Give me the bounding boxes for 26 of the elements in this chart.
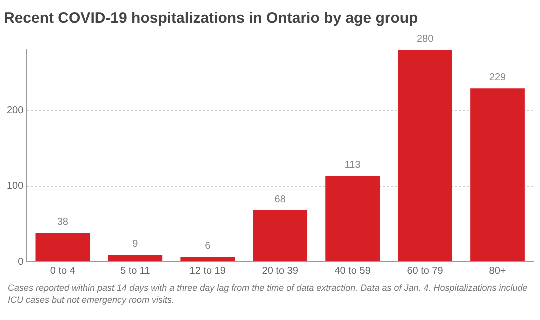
x-tick-label: 20 to 39 [262, 266, 299, 277]
x-tick-label: 5 to 11 [120, 266, 151, 277]
x-tick-label: 12 to 19 [190, 266, 226, 277]
y-tick-label: 100 [6, 181, 24, 192]
x-tick-label: 60 to 79 [407, 266, 444, 277]
x-tick-label: 80+ [489, 266, 506, 277]
data-label: 38 [57, 216, 69, 228]
data-label: 113 [344, 160, 362, 172]
text: Cases reported within past 14 days with a three day lag from the time of data extraction. Data as of Jan. 4. Hospitalizations include ICU cases but not emergency room visits. [8, 283, 528, 305]
y-tick-label: 200 [6, 105, 24, 116]
data-label: 229 [489, 72, 507, 84]
bar [180, 257, 236, 262]
data-label: 6 [205, 241, 212, 252]
bar [398, 50, 452, 262]
bar [326, 176, 380, 262]
bar [108, 255, 163, 262]
bar [36, 233, 90, 262]
data-label: 68 [274, 194, 286, 206]
bar [253, 210, 308, 262]
data-label: 9 [132, 238, 139, 250]
data-label: 280 [416, 34, 434, 45]
chart-title: Recent COVID-19 hospitalizations in Ontario by age group [4, 10, 418, 28]
y-tick-label: 0 [18, 256, 24, 268]
x-tick-label: 0 to 4 [50, 266, 76, 277]
x-tick-label: 40 to 59 [334, 266, 372, 277]
bar [470, 88, 525, 262]
